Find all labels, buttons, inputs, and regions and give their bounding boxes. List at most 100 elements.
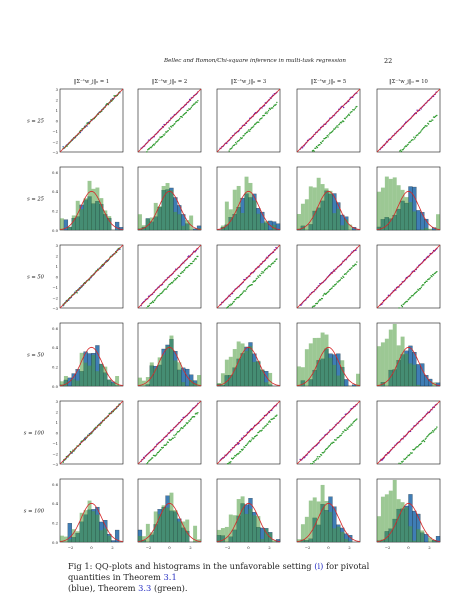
qq-point-green [320,454,323,456]
qq-point-green [262,272,264,274]
x-tick: 0 [168,545,171,550]
qq-point-green [268,107,271,110]
hist-bar-green [228,356,233,386]
qq-point-green [193,416,196,418]
qq-point-green [329,444,331,447]
qq-point-green [260,272,262,275]
qq-point-green [311,462,314,465]
x-tick: 0 [327,545,330,550]
qq-point-blue [343,106,345,109]
qq-point-green [399,462,402,465]
qq-point-green [345,273,347,275]
hist-bar-green [420,229,425,230]
hist-bar-green [83,362,88,386]
qq-point-green [311,306,314,308]
qq-point-green [267,421,270,423]
hist-bar-green [79,352,84,386]
qq-point-green [412,295,414,297]
qq-point-green [165,288,168,290]
qq-point-green [197,411,199,414]
qq-point-green [329,288,332,291]
qq-point-green [187,266,189,268]
hist-bar-green [300,524,305,542]
hist-bar-green [99,364,104,386]
qq-point-green [172,125,174,127]
hist-bar-green [173,360,178,386]
hist-bar-green [224,359,229,386]
hist-bar-green [232,349,237,386]
caption-ref-setting[interactable]: (i) [314,561,324,571]
hist-bar-green [320,484,325,542]
qq-point-green [328,134,330,136]
hist-bar-green [380,187,385,230]
qq-point-green [418,289,420,291]
hist-bar-green [336,526,341,542]
qq-point-green [314,304,316,307]
qq-point-green [146,151,148,153]
x-tick: 0 [247,545,250,550]
qq-point-green [161,291,164,293]
qq-point-green [178,118,180,121]
qq-point-green [264,268,267,271]
hist-bar-blue [344,379,349,387]
qq-reference-line [59,244,124,309]
qq-point-green [252,281,254,283]
hist-bar-blue [114,529,120,543]
qq-point-green [167,129,169,132]
hist-y-tick: 0.2 [52,521,59,526]
hist-bar-green [312,337,317,386]
qq-point-green [353,264,356,267]
caption-ref-theorem-1[interactable]: 3.1 [163,572,177,582]
qq-point-green [171,282,174,284]
x-tick: −2 [305,545,311,550]
hist-bar-green [103,366,108,386]
qq-point-green [239,294,241,297]
qq-point-blue [62,146,64,148]
qq-point-green [252,126,254,128]
caption-middle: for pivotal quantities in Theorem [68,561,370,582]
qq-point-green [420,286,422,289]
hist-bar-green [236,185,241,230]
hist-bar-green [256,360,261,386]
hist-bar-green [252,200,257,230]
qq-point-green [406,456,408,458]
hist-bar-green [340,360,345,386]
qq-point-green [405,145,408,148]
qq-point-green [235,143,238,145]
qq-y-tick: 2 [56,254,59,259]
qq-point-green [238,139,240,142]
hist-bar-green [332,213,337,230]
qq-point-green [316,456,319,458]
hist-bar-green [377,191,381,230]
qq-point-green [269,265,271,268]
qq-point-green [261,117,263,119]
qq-point-green [69,450,72,453]
qq-point-green [326,447,328,450]
hist-bar-green [87,180,92,230]
qq-point-green [419,131,422,133]
caption-ref-theorem-2[interactable]: 3.3 [138,583,152,593]
qq-point-green [316,302,319,305]
qq-point-green [336,125,338,127]
qq-point-green [239,138,241,141]
hist-bar-green [161,505,166,542]
qq-point-green [267,423,269,426]
qq-point-green [148,148,151,150]
density-curve [296,502,361,542]
hist-bar-green [432,540,437,542]
qq-point-green [186,422,188,425]
qq-point-green [272,262,275,264]
hist-bar-green [157,206,162,230]
qq-point-green [407,143,409,146]
qq-point-green [343,276,345,279]
qq-point-green [253,437,255,439]
qq-point-green [423,439,425,442]
qq-point-green [356,105,358,108]
qq-point-green [327,136,329,138]
hist-bar-green [324,501,329,542]
x-tick: 0 [407,545,410,550]
qq-point-green [170,126,173,128]
hist-bar-green [300,367,305,386]
qq-point-green [230,147,233,149]
qq-point-green [156,453,158,455]
